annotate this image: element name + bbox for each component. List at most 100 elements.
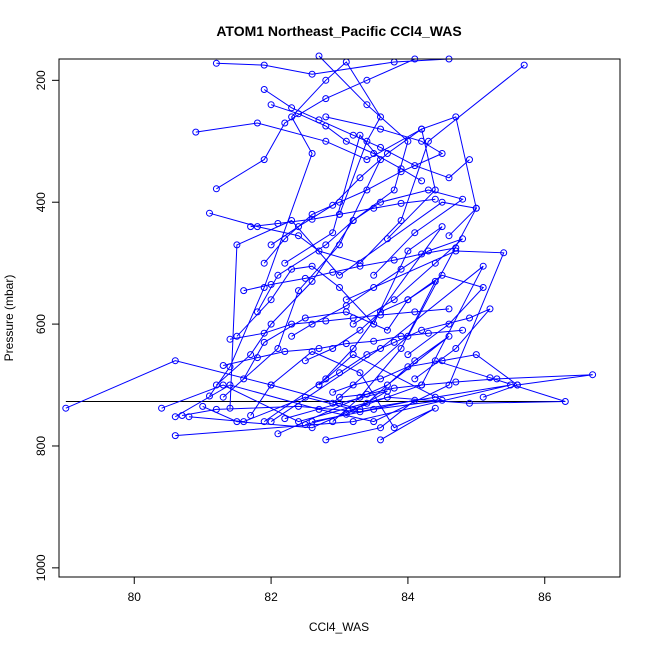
data-point: [363, 351, 371, 359]
data-point: [411, 396, 419, 404]
data-point: [171, 357, 179, 365]
data-point: [274, 430, 282, 438]
data-point: [342, 410, 350, 418]
data-point: [260, 284, 268, 291]
data-point: [431, 259, 439, 267]
x-tick-label: 82: [264, 590, 278, 604]
data-point: [370, 284, 378, 291]
data-point: [322, 95, 330, 103]
data-point: [260, 156, 268, 164]
data-point: [322, 241, 330, 249]
profile-line: [256, 189, 464, 313]
data-point: [438, 150, 446, 157]
data-point: [418, 177, 426, 185]
data-point: [377, 424, 384, 432]
data-point: [520, 61, 528, 69]
profile-line: [305, 274, 485, 362]
profile-19: [253, 186, 467, 316]
data-point: [411, 375, 419, 383]
data-point: [431, 393, 439, 401]
data-point: [397, 345, 405, 352]
data-point: [336, 393, 343, 401]
data-point: [260, 259, 268, 267]
data-point: [260, 418, 268, 426]
data-point: [445, 174, 453, 182]
data-point: [363, 186, 371, 194]
data-point: [370, 320, 378, 328]
data-point: [370, 150, 378, 157]
data-point: [267, 241, 275, 249]
data-point: [349, 314, 357, 322]
profile-20: [260, 113, 446, 267]
data-point: [390, 424, 398, 432]
data-point: [459, 326, 467, 334]
data-point: [336, 271, 343, 279]
data-point: [281, 259, 289, 267]
data-point: [308, 210, 316, 218]
data-point: [363, 101, 371, 109]
profile-24: [315, 305, 494, 389]
data-point: [226, 381, 234, 389]
data-point: [260, 338, 268, 346]
data-point: [404, 296, 412, 304]
data-point: [445, 305, 453, 313]
data-point: [288, 332, 296, 340]
data-point: [199, 402, 207, 410]
data-point: [390, 384, 398, 392]
profile-line: [229, 308, 450, 340]
profile-4: [185, 262, 487, 426]
data-point: [281, 119, 289, 127]
data-point: [267, 320, 275, 328]
data-point: [438, 271, 446, 279]
data-point: [493, 375, 501, 383]
data-point: [233, 241, 241, 249]
profile-27: [219, 326, 467, 369]
data-point: [349, 217, 357, 224]
data-point: [281, 348, 289, 355]
data-point: [363, 156, 371, 164]
data-point: [418, 250, 426, 258]
data-point: [404, 363, 412, 371]
data-point: [322, 122, 330, 130]
data-point: [486, 305, 494, 313]
data-point: [370, 418, 378, 426]
data-point: [274, 271, 282, 279]
data-point: [212, 381, 220, 389]
profile-32: [267, 101, 426, 185]
data-point: [356, 262, 364, 270]
data-point: [267, 101, 275, 109]
profile-line: [65, 360, 511, 437]
data-point: [349, 381, 357, 389]
y-tick-label: 800: [34, 436, 48, 456]
data-point: [260, 329, 268, 337]
data-point: [301, 393, 309, 401]
data-point: [479, 284, 487, 291]
data-point: [377, 345, 384, 352]
data-point: [212, 185, 220, 193]
profile-3: [171, 247, 508, 426]
data-point: [212, 59, 220, 67]
data-point: [390, 186, 398, 194]
data-point: [329, 388, 337, 396]
data-point: [377, 311, 384, 319]
data-point: [377, 113, 384, 121]
data-point: [445, 381, 453, 389]
data-point: [459, 195, 467, 203]
data-point: [397, 165, 405, 173]
data-point: [411, 229, 419, 237]
data-point: [452, 244, 460, 252]
data-point: [424, 137, 432, 145]
data-point: [466, 156, 473, 164]
data-point: [404, 351, 412, 359]
data-point: [295, 287, 302, 295]
data-point: [452, 378, 460, 386]
data-point: [329, 268, 337, 276]
profile-line: [243, 247, 456, 292]
data-point: [185, 413, 193, 421]
profile-line: [209, 61, 382, 397]
profile-line: [236, 226, 443, 386]
data-point: [500, 249, 508, 257]
plot-frame: [58, 58, 621, 578]
data-point: [233, 332, 241, 340]
profile-line: [332, 354, 519, 398]
